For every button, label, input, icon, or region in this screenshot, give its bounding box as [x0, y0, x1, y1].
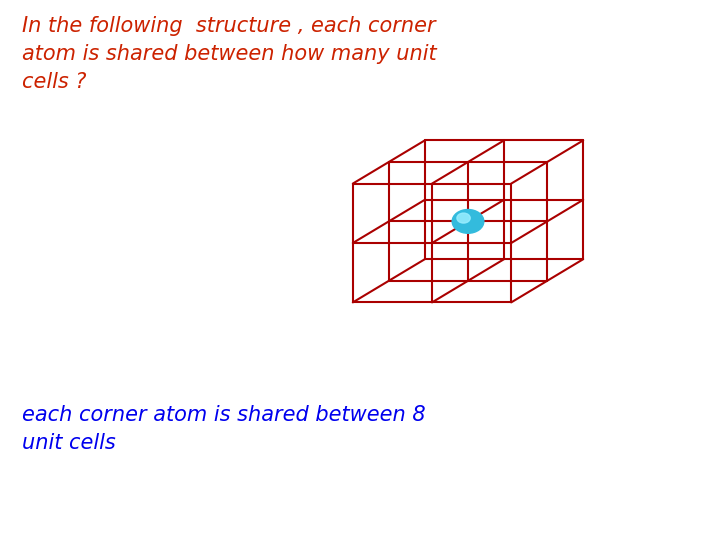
Text: In the following  structure , each corner
atom is shared between how many unit
c: In the following structure , each corner…: [22, 16, 436, 92]
Circle shape: [459, 214, 481, 231]
Circle shape: [457, 213, 470, 223]
Circle shape: [452, 210, 484, 233]
Text: each corner atom is shared between 8
unit cells: each corner atom is shared between 8 uni…: [22, 405, 426, 453]
